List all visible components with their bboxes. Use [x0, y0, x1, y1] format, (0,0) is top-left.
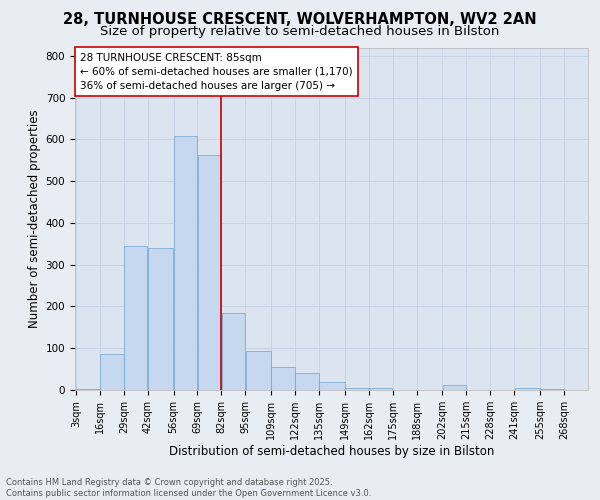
Bar: [271, 367, 295, 390]
Bar: [319, 382, 344, 390]
Bar: [541, 389, 564, 390]
Bar: [148, 248, 173, 390]
X-axis label: Distribution of semi-detached houses by size in Bilston: Distribution of semi-detached houses by …: [169, 445, 494, 458]
Bar: [222, 312, 245, 390]
Bar: [369, 388, 392, 390]
Bar: [443, 385, 466, 390]
Y-axis label: Number of semi-detached properties: Number of semi-detached properties: [28, 110, 41, 328]
Bar: [245, 351, 271, 390]
Bar: [100, 354, 124, 390]
Text: 28, TURNHOUSE CRESCENT, WOLVERHAMPTON, WV2 2AN: 28, TURNHOUSE CRESCENT, WOLVERHAMPTON, W…: [63, 12, 537, 28]
Bar: [345, 388, 368, 390]
Bar: [76, 389, 100, 390]
Bar: [124, 246, 148, 390]
Text: 28 TURNHOUSE CRESCENT: 85sqm
← 60% of semi-detached houses are smaller (1,170)
3: 28 TURNHOUSE CRESCENT: 85sqm ← 60% of se…: [80, 52, 353, 90]
Bar: [295, 374, 319, 390]
Bar: [515, 388, 540, 390]
Text: Contains HM Land Registry data © Crown copyright and database right 2025.
Contai: Contains HM Land Registry data © Crown c…: [6, 478, 371, 498]
Bar: [198, 155, 221, 390]
Bar: [174, 136, 197, 390]
Text: Size of property relative to semi-detached houses in Bilston: Size of property relative to semi-detach…: [100, 25, 500, 38]
